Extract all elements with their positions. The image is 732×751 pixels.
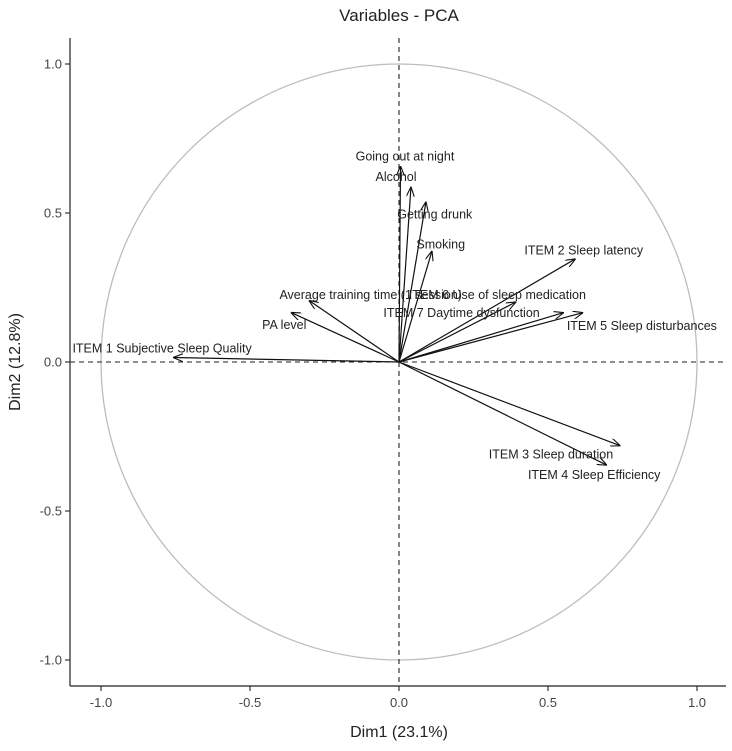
variable-label: Going out at night xyxy=(356,149,455,163)
variable-label: ITEM 7 Daytime dysfunction xyxy=(383,306,539,320)
variable-arrow xyxy=(292,313,400,363)
variable-arrow xyxy=(398,361,620,445)
chart-title: Variables - PCA xyxy=(339,6,459,25)
y-tick-label: 0.0 xyxy=(44,355,62,370)
y-axis-label: Dim2 (12.8%) xyxy=(7,313,24,411)
variable-label: ITEM 5 Sleep disturbances xyxy=(567,319,717,333)
variable-arrow xyxy=(399,167,400,363)
x-tick-label: 0.0 xyxy=(390,695,408,710)
variable-arrow xyxy=(398,188,411,363)
y-tick-label: -0.5 xyxy=(40,504,62,519)
variable-label: Getting drunk xyxy=(397,207,473,221)
plot-area: -1.0 -0.5 0.0 0.5 1.0 -1.0 -0.5 0.0 0.5 1.0 Going … xyxy=(40,38,726,710)
variable-label: ITEM 6 Use of sleep medication xyxy=(409,288,586,302)
variable-label: Average training time (1 session) xyxy=(279,288,462,302)
variable-arrow xyxy=(398,313,563,363)
variable-label: ITEM 2 Sleep latency xyxy=(524,243,644,257)
x-tick-label: -1.0 xyxy=(90,695,112,710)
variable-arrow xyxy=(398,203,426,363)
variable-label: ITEM 3 Sleep duration xyxy=(489,447,613,461)
variable-arrow xyxy=(310,301,400,363)
y-tick-label: -1.0 xyxy=(40,653,62,668)
variable-arrow xyxy=(174,358,400,363)
variable-arrow xyxy=(398,259,575,363)
variable-label: ITEM 1 Subjective Sleep Quality xyxy=(72,342,252,356)
variable-arrow xyxy=(398,313,582,363)
variable-label: Alcohol xyxy=(376,170,417,184)
x-tick-label: -0.5 xyxy=(239,695,261,710)
x-tick-label: 1.0 xyxy=(688,695,706,710)
variable-arrow xyxy=(398,361,606,465)
x-axis-label: Dim1 (23.1%) xyxy=(350,724,448,741)
variable-arrow xyxy=(398,252,432,363)
x-tick-label: 0.5 xyxy=(539,695,557,710)
variable-label: PA level xyxy=(262,318,306,332)
variable-label: Smoking xyxy=(416,237,465,251)
variable-arrow xyxy=(398,302,515,363)
y-tick-label: 0.5 xyxy=(44,206,62,221)
y-tick-label: 1.0 xyxy=(44,57,62,72)
variable-label: ITEM 4 Sleep Efficiency xyxy=(528,468,661,482)
